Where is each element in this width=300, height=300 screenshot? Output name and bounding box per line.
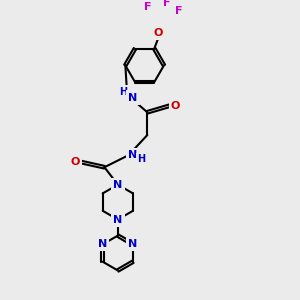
Text: F: F	[176, 6, 183, 16]
Text: O: O	[70, 157, 80, 167]
Text: H: H	[137, 154, 145, 164]
Text: N: N	[128, 92, 138, 103]
Text: H: H	[119, 87, 127, 97]
Text: F: F	[144, 2, 151, 12]
Text: N: N	[113, 214, 122, 224]
Text: O: O	[154, 28, 163, 38]
Text: F: F	[163, 0, 170, 8]
Text: N: N	[128, 239, 137, 249]
Text: N: N	[98, 239, 107, 249]
Text: N: N	[113, 180, 122, 190]
Text: N: N	[128, 150, 137, 160]
Text: O: O	[171, 100, 180, 111]
